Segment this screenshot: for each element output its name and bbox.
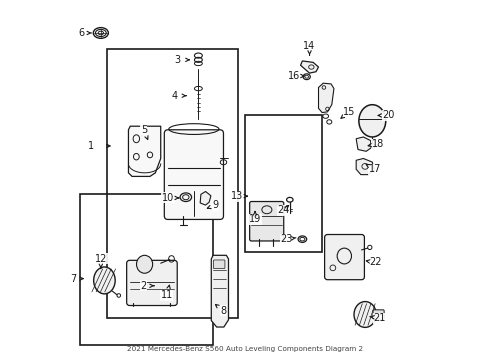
- Polygon shape: [211, 255, 228, 327]
- FancyBboxPatch shape: [214, 260, 225, 269]
- Text: 13: 13: [231, 191, 243, 201]
- Ellipse shape: [359, 105, 386, 137]
- Text: 1: 1: [89, 141, 95, 151]
- Text: 7: 7: [70, 274, 76, 284]
- Text: 2: 2: [141, 281, 147, 291]
- Text: 19: 19: [249, 215, 261, 224]
- Bar: [245, 116, 322, 252]
- Ellipse shape: [354, 302, 376, 327]
- Text: 16: 16: [288, 71, 300, 81]
- Text: 21: 21: [373, 313, 386, 323]
- Polygon shape: [356, 158, 374, 175]
- Text: 6: 6: [79, 28, 85, 38]
- FancyBboxPatch shape: [164, 130, 223, 220]
- Bar: [107, 49, 238, 318]
- Text: 23: 23: [280, 234, 293, 244]
- FancyBboxPatch shape: [126, 260, 177, 306]
- FancyBboxPatch shape: [324, 234, 365, 280]
- Text: 5: 5: [141, 125, 147, 135]
- Text: 9: 9: [213, 200, 219, 210]
- Polygon shape: [356, 137, 371, 151]
- Bar: [80, 194, 213, 345]
- Text: 20: 20: [382, 111, 394, 121]
- Text: 2021 Mercedes-Benz S560 Auto Leveling Components Diagram 2: 2021 Mercedes-Benz S560 Auto Leveling Co…: [127, 346, 363, 352]
- Text: 15: 15: [343, 107, 355, 117]
- Text: 24: 24: [277, 206, 290, 216]
- Text: 8: 8: [220, 306, 226, 316]
- Text: 4: 4: [172, 91, 178, 101]
- Text: 14: 14: [303, 41, 316, 50]
- FancyBboxPatch shape: [250, 202, 284, 241]
- Polygon shape: [200, 192, 211, 205]
- Text: 3: 3: [174, 55, 181, 65]
- Polygon shape: [318, 83, 334, 113]
- Text: 18: 18: [371, 139, 384, 149]
- Text: 22: 22: [369, 257, 382, 267]
- Text: 10: 10: [162, 193, 174, 203]
- Polygon shape: [128, 126, 161, 176]
- Text: 17: 17: [368, 164, 381, 174]
- Polygon shape: [300, 61, 318, 73]
- Ellipse shape: [137, 255, 153, 273]
- Text: 11: 11: [161, 291, 173, 301]
- Text: 12: 12: [95, 254, 107, 264]
- Ellipse shape: [94, 267, 115, 294]
- FancyBboxPatch shape: [373, 310, 384, 319]
